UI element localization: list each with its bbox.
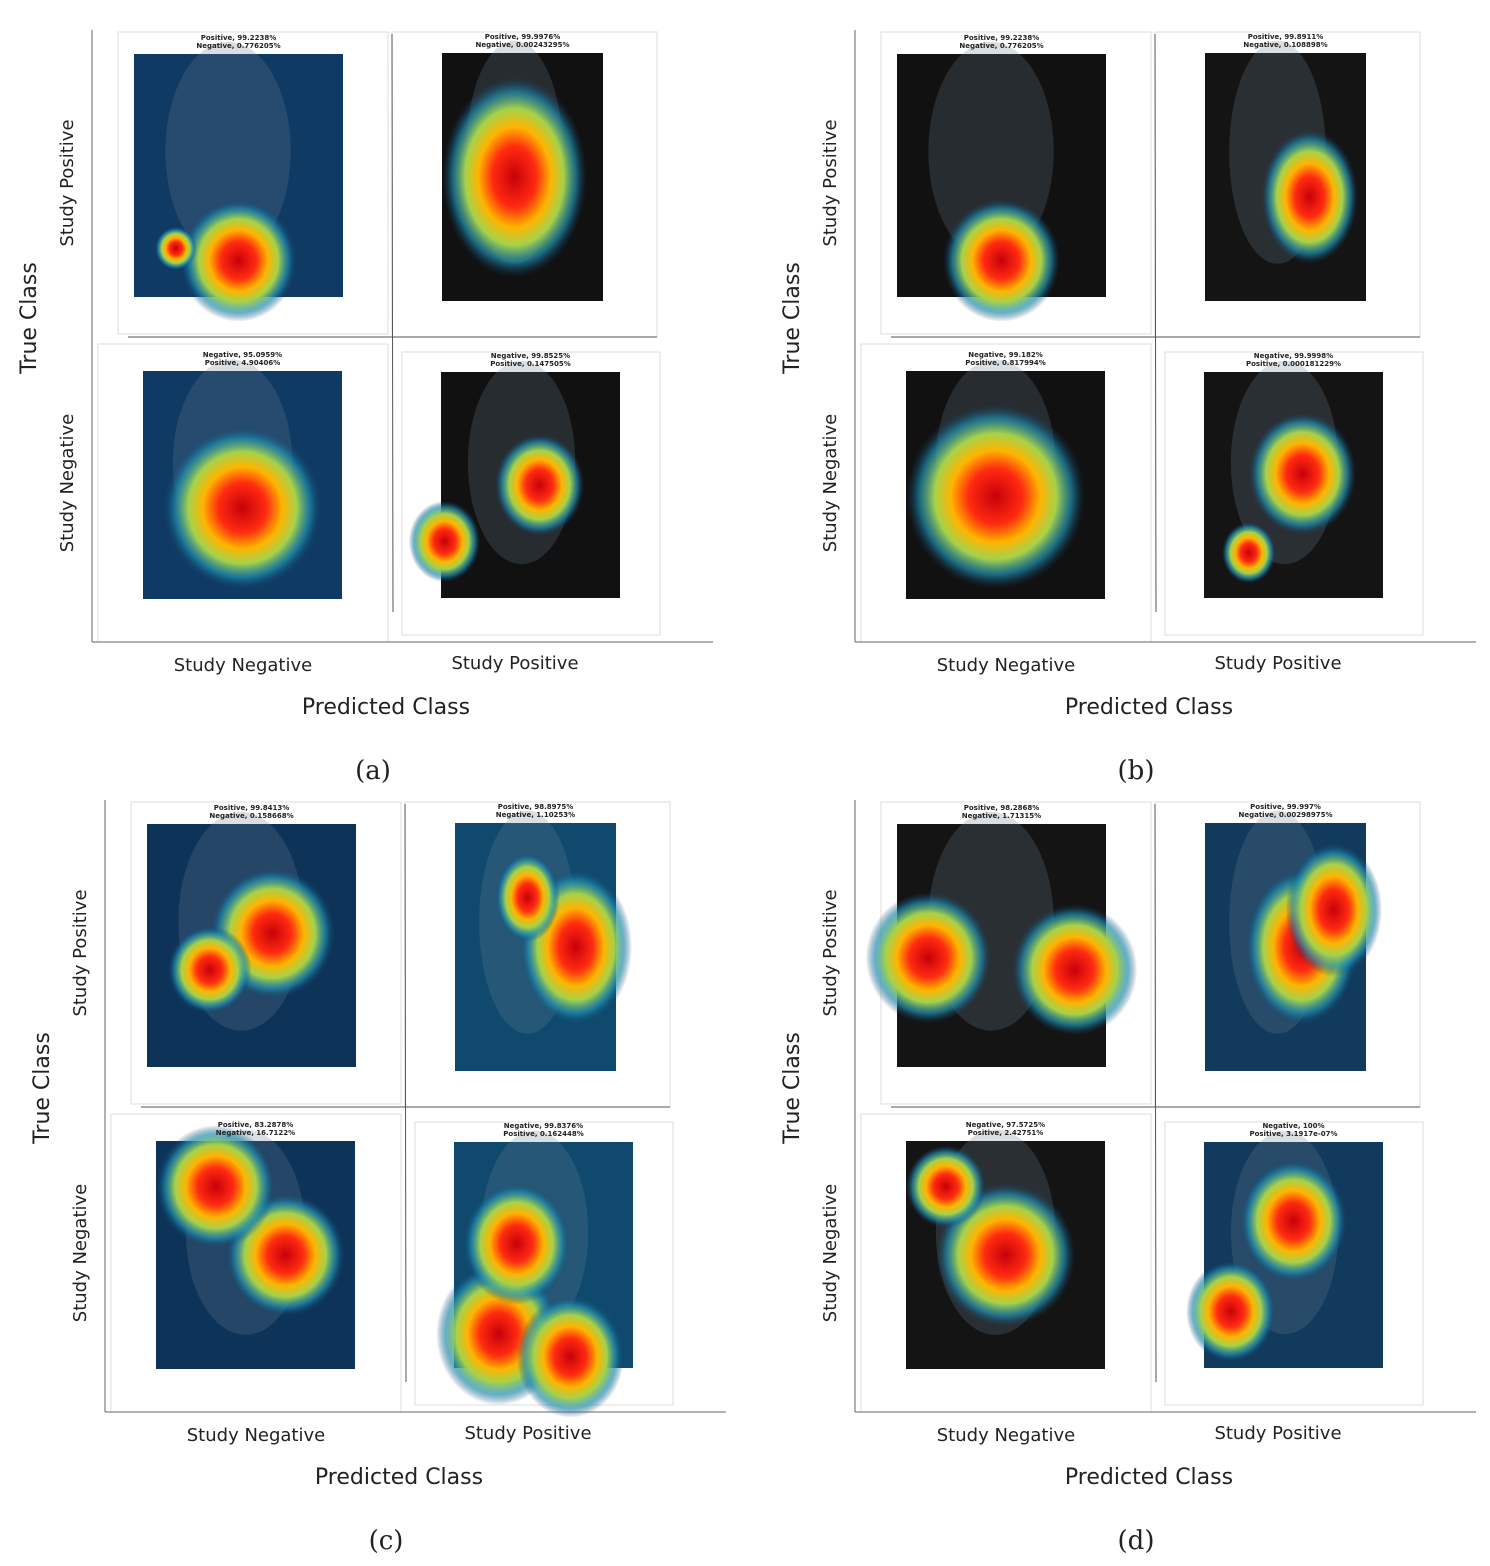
- activation: [1248, 412, 1357, 535]
- activation: [156, 1125, 276, 1249]
- activation: [1285, 842, 1383, 977]
- cell-frame: [880, 31, 1152, 335]
- row-label: Study Negative: [70, 1184, 91, 1322]
- panel: Positive, 98.2868%Negative, 1.71315% Posi…: [780, 800, 1476, 1556]
- column-label: Study Positive: [1214, 653, 1341, 674]
- activation: [1221, 522, 1276, 584]
- activation: [935, 1183, 1076, 1327]
- activation: [494, 434, 585, 536]
- y-axis-title: True Class: [780, 262, 805, 375]
- divider: [1154, 33, 1157, 613]
- probability-text: Negative, 0.00298975%: [1238, 811, 1332, 819]
- probability-text: Negative, 0.158668%: [209, 812, 293, 820]
- x-axis-title: Predicted Class: [315, 1465, 483, 1490]
- row-label: Study Positive: [57, 119, 78, 246]
- probability-text: Positive, 99.8413%: [214, 804, 290, 812]
- probability-text: Negative, 100%: [1262, 1122, 1324, 1130]
- activation: [1186, 1260, 1276, 1363]
- column-label: Study Positive: [464, 1423, 591, 1444]
- cell-frame: [130, 801, 402, 1105]
- probability-text: Negative, 0.776205%: [196, 42, 280, 50]
- activation: [906, 1145, 986, 1228]
- column-label: Study Negative: [174, 655, 312, 676]
- row-label: Study Negative: [820, 1184, 841, 1322]
- probability-text: Negative, 0.776205%: [959, 42, 1043, 50]
- activation: [154, 226, 197, 271]
- column-label: Study Negative: [937, 655, 1075, 676]
- row-label: Study Positive: [820, 119, 841, 246]
- probability-text: Positive, 0.817994%: [965, 359, 1045, 367]
- probability-text: Negative, 99.182%: [968, 351, 1043, 359]
- probability-text: Negative, 99.9998%: [1254, 352, 1333, 360]
- activation: [865, 892, 992, 1024]
- panel: Positive, 99.2238%Negative, 0.776205% Pos…: [780, 30, 1476, 786]
- probability-text: Positive, 98.2868%: [964, 804, 1040, 812]
- probability-text: Negative, 97.5725%: [966, 1121, 1045, 1129]
- panel-label: (b): [1118, 756, 1155, 786]
- panel: Positive, 99.8413%Negative, 0.158668% Pos…: [30, 800, 726, 1556]
- row-label: Study Negative: [820, 414, 841, 552]
- row-label: Study Positive: [820, 889, 841, 1016]
- x-axis-title: Predicted Class: [1065, 695, 1233, 720]
- panel-label: (a): [355, 756, 391, 786]
- activation: [442, 76, 587, 278]
- cell-frame: [401, 351, 661, 636]
- probability-text: Positive, 0.000181229%: [1246, 360, 1341, 368]
- activation: [1011, 904, 1138, 1036]
- probability-text: Positive, 99.2238%: [201, 34, 277, 42]
- probability-text: Positive, 99.2238%: [964, 34, 1040, 42]
- activation: [1239, 1160, 1348, 1283]
- probability-text: Negative, 0.00243295%: [475, 41, 569, 49]
- y-axis-title: True Class: [780, 1032, 805, 1145]
- activation: [462, 1182, 571, 1305]
- y-axis-title: True Class: [30, 1032, 55, 1145]
- column-label: Study Positive: [451, 653, 578, 674]
- probability-text: Positive, 99.8911%: [1248, 33, 1324, 41]
- probability-text: Negative, 1.10253%: [496, 811, 575, 819]
- probability-text: Positive, 98.8975%: [498, 803, 574, 811]
- panel-label: (d): [1118, 1526, 1155, 1556]
- activation: [1261, 129, 1358, 264]
- probability-text: Negative, 0.108898%: [1243, 41, 1327, 49]
- probability-text: Positive, 2.42751%: [968, 1129, 1044, 1137]
- panel-label: (c): [369, 1526, 404, 1556]
- activation: [167, 926, 252, 1014]
- activation: [495, 852, 560, 943]
- row-label: Study Negative: [57, 414, 78, 552]
- probability-text: Negative, 99.8525%: [491, 352, 570, 360]
- probability-text: Negative, 95.0959%: [203, 351, 282, 359]
- divider: [391, 33, 394, 613]
- probability-text: Positive, 3.1917e-07%: [1249, 1130, 1337, 1138]
- probability-text: Negative, 1.71315%: [962, 812, 1041, 820]
- y-axis-title: True Class: [17, 262, 42, 375]
- activation: [179, 199, 298, 322]
- probability-text: Negative, 16.7122%: [216, 1129, 295, 1137]
- activation: [906, 404, 1086, 589]
- activation: [942, 199, 1061, 322]
- probability-text: Positive, 99.997%: [1250, 803, 1321, 811]
- probability-text: Positive, 4.90406%: [205, 359, 281, 367]
- column-label: Study Negative: [937, 1425, 1075, 1446]
- divider: [1154, 803, 1157, 1383]
- x-axis-title: Predicted Class: [302, 695, 470, 720]
- probability-text: Positive, 0.147505%: [490, 360, 570, 368]
- x-axis-title: Predicted Class: [1065, 1465, 1233, 1490]
- cell-frame: [1164, 1121, 1424, 1406]
- activation: [516, 1295, 625, 1418]
- probability-text: Positive, 83.2878%: [218, 1121, 294, 1129]
- probability-text: Positive, 99.9976%: [485, 33, 561, 41]
- probability-text: Negative, 99.8376%: [504, 1122, 583, 1130]
- activation: [408, 500, 481, 583]
- panel: Positive, 99.2238%Negative, 0.776205% Pos…: [17, 30, 713, 786]
- divider: [404, 803, 407, 1383]
- column-label: Study Negative: [187, 1425, 325, 1446]
- cell-frame: [1164, 351, 1424, 636]
- probability-text: Positive, 0.162448%: [503, 1130, 583, 1138]
- column-label: Study Positive: [1214, 1423, 1341, 1444]
- activation: [162, 425, 323, 590]
- cell-frame: [117, 31, 389, 335]
- row-label: Study Positive: [70, 889, 91, 1016]
